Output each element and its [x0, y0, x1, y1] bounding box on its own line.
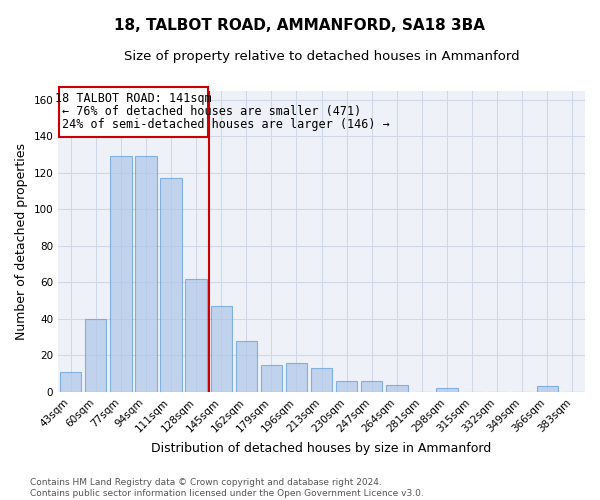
FancyBboxPatch shape — [59, 87, 208, 137]
Bar — [386, 384, 407, 392]
Bar — [361, 381, 382, 392]
Bar — [336, 381, 358, 392]
Bar — [236, 341, 257, 392]
Y-axis label: Number of detached properties: Number of detached properties — [15, 143, 28, 340]
Bar — [286, 362, 307, 392]
Bar — [110, 156, 131, 392]
Text: 18, TALBOT ROAD, AMMANFORD, SA18 3BA: 18, TALBOT ROAD, AMMANFORD, SA18 3BA — [115, 18, 485, 32]
Bar — [136, 156, 157, 392]
Text: 24% of semi-detached houses are larger (146) →: 24% of semi-detached houses are larger (… — [62, 118, 389, 131]
Text: 18 TALBOT ROAD: 141sqm: 18 TALBOT ROAD: 141sqm — [55, 92, 212, 106]
Text: Contains HM Land Registry data © Crown copyright and database right 2024.
Contai: Contains HM Land Registry data © Crown c… — [30, 478, 424, 498]
Bar — [85, 319, 106, 392]
Bar — [311, 368, 332, 392]
Text: ← 76% of detached houses are smaller (471): ← 76% of detached houses are smaller (47… — [62, 105, 361, 118]
Bar — [60, 372, 82, 392]
Bar — [185, 278, 207, 392]
X-axis label: Distribution of detached houses by size in Ammanford: Distribution of detached houses by size … — [151, 442, 492, 455]
Bar — [261, 364, 282, 392]
Bar — [211, 306, 232, 392]
Bar — [436, 388, 458, 392]
Bar — [537, 386, 558, 392]
Title: Size of property relative to detached houses in Ammanford: Size of property relative to detached ho… — [124, 50, 520, 63]
Bar — [160, 178, 182, 392]
